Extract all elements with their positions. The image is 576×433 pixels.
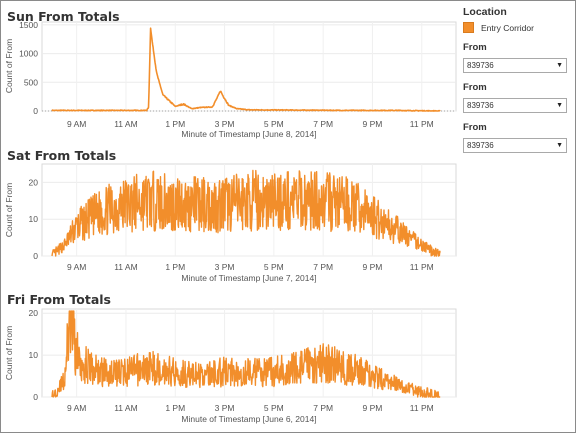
legend-swatch-icon xyxy=(463,22,474,33)
x-axis-label: Minute of Timestamp [June 6, 2014] xyxy=(181,414,316,424)
series-line xyxy=(51,27,441,112)
legend-item-label: Entry Corridor xyxy=(481,22,534,33)
sun-chart: 1500 1000 500 0 9 AM 11 AM 1 PM 3 PM 5 PM 7 PM 9 P… xyxy=(4,20,457,139)
from-select-1-value: 839736 xyxy=(467,61,494,70)
y-tick-label: 0 xyxy=(33,106,38,116)
filter-label-1: From xyxy=(463,42,487,53)
x-tick-label: 9 PM xyxy=(363,262,383,272)
legend-title: Location xyxy=(463,6,507,18)
x-tick-label: 9 AM xyxy=(67,119,86,129)
x-tick-label: 7 PM xyxy=(313,262,333,272)
legend-item[interactable]: Entry Corridor xyxy=(463,22,573,33)
x-tick-label: 11 PM xyxy=(410,262,434,272)
x-axis-label: Minute of Timestamp [June 7, 2014] xyxy=(181,273,316,283)
y-tick-label: 1000 xyxy=(19,49,38,59)
x-tick-label: 7 PM xyxy=(313,119,333,129)
from-select-1[interactable]: 839736 ▼ xyxy=(463,58,567,73)
from-select-3[interactable]: 839736 ▼ xyxy=(463,138,567,153)
sat-chart: 20 10 0 9 AM 11 AM 1 PM 3 PM 5 PM 7 PM 9 PM 11 PM M… xyxy=(4,163,457,283)
x-tick-label: 5 PM xyxy=(264,262,284,272)
y-axis-label: Count of From xyxy=(4,183,14,237)
from-select-3-value: 839736 xyxy=(467,141,494,150)
x-tick-label: 7 PM xyxy=(313,403,333,413)
x-tick-label: 3 PM xyxy=(215,119,235,129)
series-line xyxy=(51,169,441,257)
sat-chart-title: Sat From Totals xyxy=(7,148,117,163)
x-tick-label: 11 AM xyxy=(114,262,137,272)
x-tick-label: 3 PM xyxy=(215,403,235,413)
plot-area xyxy=(41,21,457,112)
x-tick-label: 9 AM xyxy=(67,403,86,413)
y-tick-label: 10 xyxy=(29,214,39,224)
y-tick-label: 500 xyxy=(24,77,38,87)
chevron-down-icon[interactable]: ▼ xyxy=(556,142,563,149)
from-select-2[interactable]: 839736 ▼ xyxy=(463,98,567,113)
x-tick-label: 5 PM xyxy=(264,403,284,413)
x-tick-label: 1 PM xyxy=(165,119,185,129)
y-tick-label: 0 xyxy=(33,251,38,261)
y-axis-label: Count of From xyxy=(4,39,14,93)
filter-label-2: From xyxy=(463,82,487,93)
x-tick-label: 11 PM xyxy=(410,403,434,413)
chevron-down-icon[interactable]: ▼ xyxy=(556,62,563,69)
y-tick-label: 10 xyxy=(29,350,39,360)
chevron-down-icon[interactable]: ▼ xyxy=(556,102,563,109)
x-tick-label: 9 PM xyxy=(363,119,383,129)
x-tick-label: 9 AM xyxy=(67,262,86,272)
series-line xyxy=(51,310,441,398)
x-tick-label: 11 PM xyxy=(410,119,434,129)
filter-label-3: From xyxy=(463,122,487,133)
sidebar-panel: Location Entry Corridor From 839736 ▼ Fr… xyxy=(463,6,573,162)
x-tick-label: 1 PM xyxy=(165,262,185,272)
x-axis-label: Minute of Timestamp [June 8, 2014] xyxy=(181,129,316,139)
x-tick-label: 11 AM xyxy=(114,403,137,413)
fri-chart: 20 10 0 9 AM 11 AM 1 PM 3 PM 5 PM 7 PM 9 PM 11 PM M… xyxy=(4,308,457,424)
from-select-2-value: 839736 xyxy=(467,101,494,110)
y-axis-label: Count of From xyxy=(4,326,14,380)
sun-chart-title: Sun From Totals xyxy=(7,9,120,24)
x-tick-label: 3 PM xyxy=(215,262,235,272)
x-tick-label: 11 AM xyxy=(114,119,137,129)
y-tick-label: 0 xyxy=(33,392,38,402)
x-tick-label: 9 PM xyxy=(363,403,383,413)
y-tick-label: 1500 xyxy=(19,20,38,30)
x-tick-label: 5 PM xyxy=(264,119,284,129)
y-tick-label: 20 xyxy=(29,308,39,318)
x-tick-label: 1 PM xyxy=(165,403,185,413)
y-tick-label: 20 xyxy=(29,177,39,187)
fri-chart-title: Fri From Totals xyxy=(7,292,111,307)
